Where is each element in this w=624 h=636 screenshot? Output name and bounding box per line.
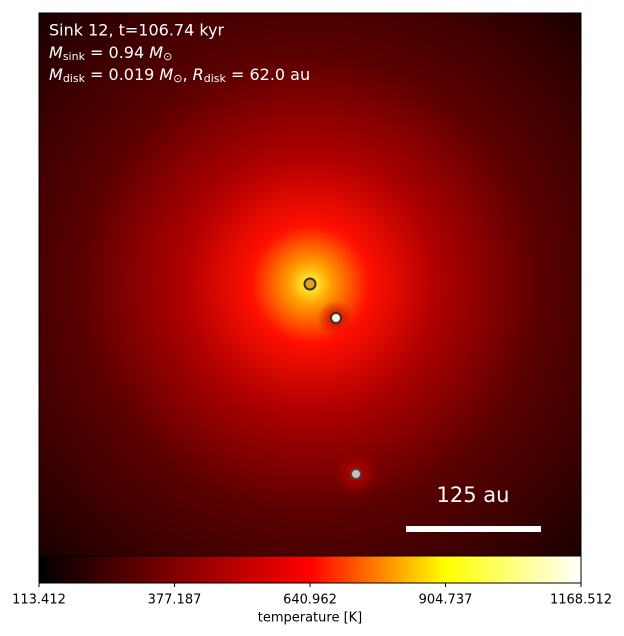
- sink: [330, 312, 342, 324]
- tick-label: 640.962: [283, 593, 337, 608]
- annotation: Mdisk = 0.019 M⊙, Rdisk = 62.0 au: [49, 65, 310, 86]
- annotation: Msink = 0.94 M⊙: [49, 43, 172, 64]
- scale-bar-label: 125 au: [437, 483, 510, 507]
- colorbar: [38, 555, 582, 584]
- tick-label: 904.737: [419, 593, 473, 608]
- sink: [303, 277, 317, 291]
- annotation: Sink 12, t=106.74 kyr: [49, 21, 225, 40]
- tick-label: 113.412: [12, 593, 66, 608]
- tick-label: 1168.512: [550, 593, 612, 608]
- colorbar-label: temperature [K]: [258, 611, 363, 626]
- sink: [350, 468, 362, 480]
- tick-label: 377.187: [148, 593, 202, 608]
- scale-bar: [406, 526, 541, 532]
